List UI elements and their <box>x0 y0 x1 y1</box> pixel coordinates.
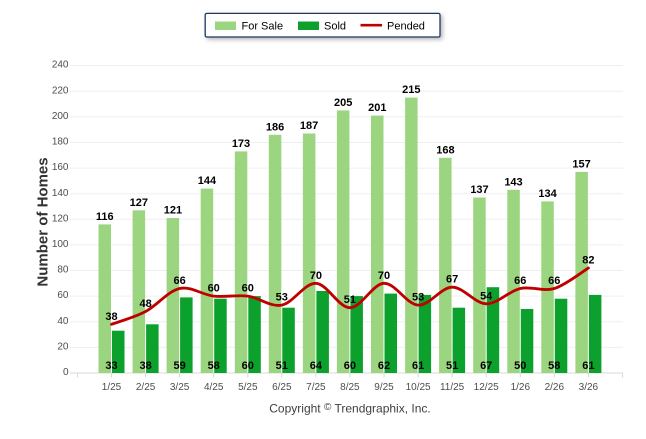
svg-text:33: 33 <box>105 360 117 372</box>
svg-text:60: 60 <box>242 283 254 295</box>
svg-text:50: 50 <box>514 360 526 372</box>
svg-text:201: 201 <box>368 102 386 114</box>
svg-text:59: 59 <box>173 360 185 372</box>
svg-text:53: 53 <box>276 292 288 304</box>
svg-text:66: 66 <box>514 275 526 287</box>
svg-text:61: 61 <box>412 360 424 372</box>
svg-text:11/25: 11/25 <box>440 382 465 393</box>
svg-text:186: 186 <box>266 121 284 133</box>
svg-text:70: 70 <box>310 270 322 282</box>
svg-text:53: 53 <box>412 292 424 304</box>
svg-text:For Sale: For Sale <box>242 21 284 33</box>
svg-text:58: 58 <box>548 360 560 372</box>
svg-text:121: 121 <box>164 205 182 217</box>
svg-text:200: 200 <box>52 111 69 122</box>
svg-text:9/25: 9/25 <box>374 382 394 393</box>
svg-text:0: 0 <box>63 367 69 378</box>
svg-text:60: 60 <box>208 283 220 295</box>
svg-text:160: 160 <box>52 162 69 173</box>
svg-text:127: 127 <box>130 197 148 209</box>
svg-text:140: 140 <box>52 188 69 199</box>
svg-text:67: 67 <box>446 274 458 286</box>
svg-text:220: 220 <box>52 85 69 96</box>
svg-text:51: 51 <box>446 360 458 372</box>
svg-text:51: 51 <box>276 360 288 372</box>
svg-text:8/25: 8/25 <box>340 382 360 393</box>
svg-text:1/25: 1/25 <box>102 382 122 393</box>
svg-text:Sold: Sold <box>324 21 346 33</box>
svg-text:180: 180 <box>52 137 69 148</box>
svg-text:38: 38 <box>105 311 117 323</box>
svg-text:66: 66 <box>173 275 185 287</box>
svg-text:205: 205 <box>334 97 352 109</box>
svg-text:168: 168 <box>436 144 454 156</box>
svg-text:82: 82 <box>582 255 594 267</box>
svg-text:3/26: 3/26 <box>579 382 599 393</box>
svg-text:67: 67 <box>480 360 492 372</box>
svg-text:6/25: 6/25 <box>272 382 292 393</box>
svg-text:60: 60 <box>57 290 69 301</box>
svg-text:10/25: 10/25 <box>406 382 431 393</box>
svg-text:5/25: 5/25 <box>238 382 258 393</box>
svg-text:144: 144 <box>198 175 217 187</box>
svg-text:2/26: 2/26 <box>545 382 565 393</box>
svg-text:80: 80 <box>57 265 69 276</box>
svg-text:137: 137 <box>470 184 488 196</box>
svg-text:240: 240 <box>52 60 69 71</box>
svg-text:62: 62 <box>378 360 390 372</box>
svg-text:3/25: 3/25 <box>170 382 190 393</box>
svg-text:58: 58 <box>208 360 220 372</box>
svg-text:60: 60 <box>242 360 254 372</box>
svg-text:143: 143 <box>504 176 522 188</box>
svg-text:173: 173 <box>232 138 250 150</box>
svg-text:4/25: 4/25 <box>204 382 224 393</box>
svg-text:7/25: 7/25 <box>306 382 326 393</box>
svg-text:60: 60 <box>344 360 356 372</box>
svg-text:38: 38 <box>139 360 151 372</box>
svg-text:54: 54 <box>480 290 493 302</box>
svg-text:1/26: 1/26 <box>511 382 531 393</box>
svg-text:Pended: Pended <box>387 21 425 33</box>
svg-text:Number of Homes: Number of Homes <box>34 157 51 286</box>
svg-text:64: 64 <box>310 360 323 372</box>
svg-text:2/25: 2/25 <box>136 382 156 393</box>
svg-text:40: 40 <box>57 316 69 327</box>
svg-text:157: 157 <box>572 158 590 170</box>
svg-text:Copyright © Trendgraphix, Inc.: Copyright © Trendgraphix, Inc. <box>269 402 430 416</box>
svg-text:66: 66 <box>548 275 560 287</box>
svg-text:48: 48 <box>139 298 151 310</box>
svg-text:116: 116 <box>96 211 114 223</box>
svg-text:120: 120 <box>52 213 69 224</box>
svg-text:187: 187 <box>300 120 318 132</box>
svg-text:61: 61 <box>582 360 594 372</box>
svg-text:100: 100 <box>52 239 69 250</box>
svg-text:51: 51 <box>344 294 356 306</box>
svg-text:215: 215 <box>402 84 420 96</box>
svg-text:70: 70 <box>378 270 390 282</box>
svg-text:20: 20 <box>57 342 69 353</box>
svg-text:12/25: 12/25 <box>474 382 499 393</box>
svg-text:134: 134 <box>538 188 557 200</box>
